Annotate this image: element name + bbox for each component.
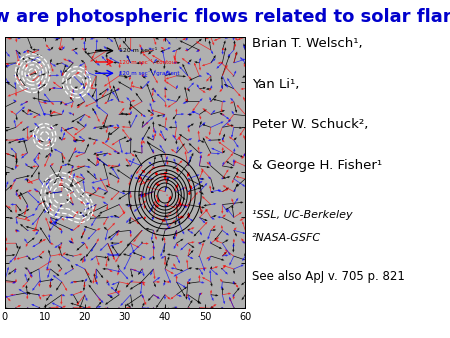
Text: Yan Li¹,: Yan Li¹, [252, 78, 299, 91]
Text: 120 m sec⁻¹: 120 m sec⁻¹ [119, 48, 157, 53]
Text: Brian T. Welsch¹,: Brian T. Welsch¹, [252, 37, 363, 50]
Text: & George H. Fisher¹: & George H. Fisher¹ [252, 159, 382, 172]
Text: See also ApJ v. 705 p. 821: See also ApJ v. 705 p. 821 [252, 270, 405, 283]
Text: ¹SSL, UC-Berkeley: ¹SSL, UC-Berkeley [252, 210, 353, 220]
Text: 120 m sec⁻¹, gradient: 120 m sec⁻¹, gradient [119, 70, 180, 76]
Text: ²NASA-GSFC: ²NASA-GSFC [252, 233, 321, 243]
Text: 120 m sec⁻¹, contour: 120 m sec⁻¹, contour [119, 59, 177, 65]
Text: How are photospheric flows related to solar flares?: How are photospheric flows related to so… [0, 8, 450, 26]
Text: Peter W. Schuck²,: Peter W. Schuck², [252, 118, 369, 131]
